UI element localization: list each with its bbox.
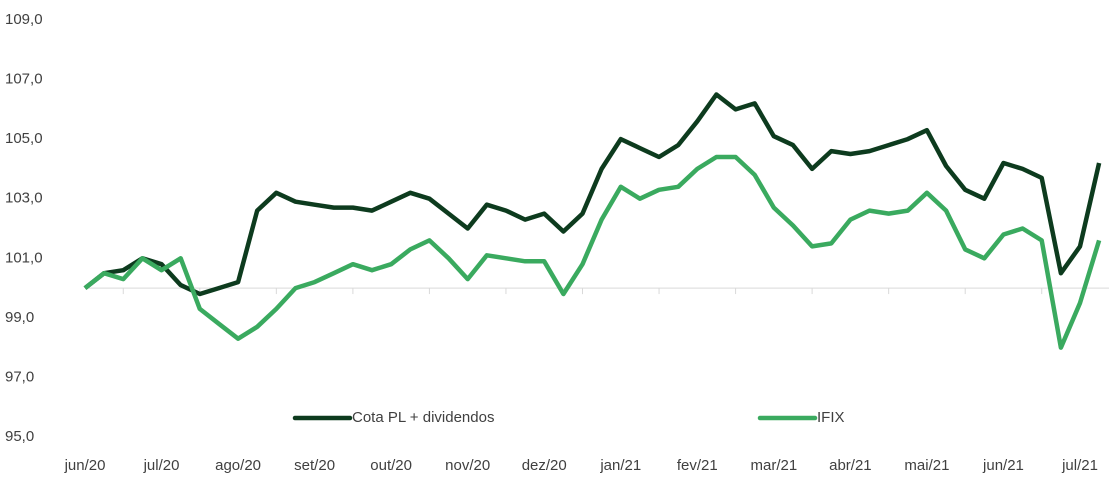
y-tick-label: 103,0: [5, 190, 43, 207]
legend-label: IFIX: [817, 409, 845, 426]
series-line: [83, 92, 1102, 297]
x-tick-label: jan/21: [599, 457, 641, 474]
x-tick-label: ago/20: [215, 457, 261, 474]
x-tick-label: nov/20: [445, 457, 490, 474]
x-tick-label: jun/20: [64, 457, 106, 474]
x-tick-label: mai/21: [904, 457, 949, 474]
x-tick-label: mar/21: [751, 457, 798, 474]
series-line: [83, 154, 1102, 350]
x-tick-label: jul/20: [143, 457, 180, 474]
x-tick-label: out/20: [370, 457, 412, 474]
y-tick-label: 107,0: [5, 71, 43, 88]
x-tick-label: dez/20: [522, 457, 567, 474]
y-tick-label: 99,0: [5, 309, 34, 326]
legend-label: Cota PL + dividendos: [352, 409, 494, 426]
x-tick-label: set/20: [294, 457, 335, 474]
x-tick-label: jul/21: [1061, 457, 1098, 474]
x-tick-label: fev/21: [677, 457, 718, 474]
x-tick-label: jun/21: [982, 457, 1024, 474]
y-tick-label: 109,0: [5, 11, 43, 28]
x-tick-label: abr/21: [829, 457, 872, 474]
y-tick-label: 95,0: [5, 428, 34, 445]
y-tick-label: 101,0: [5, 249, 43, 266]
y-tick-label: 97,0: [5, 368, 34, 385]
y-tick-label: 105,0: [5, 130, 43, 147]
